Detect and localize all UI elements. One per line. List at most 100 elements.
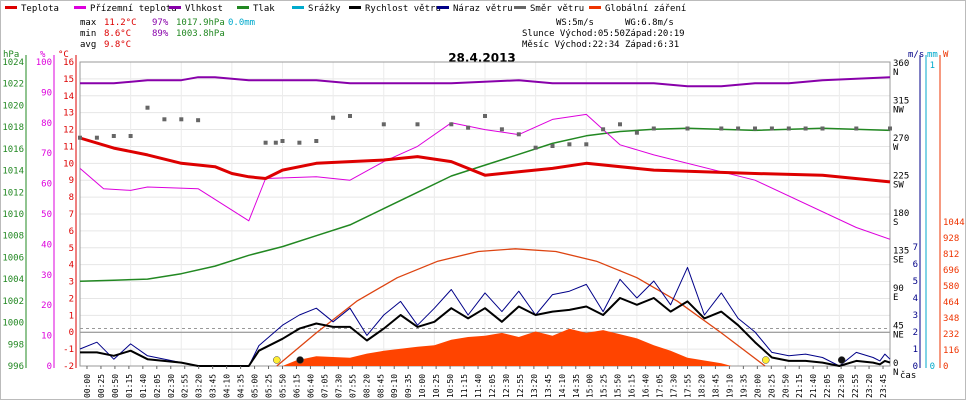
x-axis-tick-label: 19:35: [739, 374, 748, 398]
axis-dir-tick: 45: [893, 322, 904, 332]
series-smer-point: [601, 127, 606, 132]
axis-degc-tick: 16: [63, 58, 74, 68]
x-axis-tick-label: 02:05: [153, 374, 162, 398]
legend-item-pritemp: Přízemní teplota: [74, 4, 177, 14]
legend-label-pritemp: Přízemní teplota: [90, 4, 177, 14]
series-pritemp: [79, 113, 891, 240]
x-axis-tick-label: 04:35: [237, 374, 246, 398]
axis-hpa-tick: 1010: [2, 210, 24, 220]
axis-degc-tick: 1: [69, 311, 74, 321]
x-axis-tick-label: 17:55: [684, 374, 693, 398]
x-axis-tick-label: 01:15: [125, 374, 134, 398]
axis-degc-tick: 8: [69, 193, 74, 203]
axis-pct-tick: 80: [41, 119, 52, 129]
axis-dir-tick: 90: [893, 284, 904, 294]
legend-swatch-teplota: [5, 6, 17, 9]
legend: Teplota Přízemní teplota Vlhkost Tlak Srážky…: [5, 4, 686, 14]
x-axis-tick-label: 20:00: [753, 374, 762, 398]
series-smer-point: [415, 122, 420, 127]
series-smer-point: [483, 114, 487, 118]
axis-w-tick: 0: [943, 362, 948, 372]
stats-min-label: min: [80, 29, 96, 39]
plot-area: [78, 76, 892, 367]
series-smer-point: [94, 135, 99, 140]
x-axis-tick-label: 04:10: [223, 374, 232, 398]
axis-degc-tick: -2: [63, 362, 74, 372]
axis-dir-tick: 225: [893, 172, 909, 182]
x-axis-tick-label: 02:55: [181, 374, 190, 398]
stats-avg-label: avg: [80, 40, 96, 50]
series-smer-point: [111, 134, 116, 138]
axis-hpa-tick: 1012: [2, 188, 24, 198]
legend-swatch-smer: [514, 6, 526, 9]
axis-w-tick: 232: [943, 330, 959, 340]
x-axis-tick-label: 15:25: [600, 374, 609, 398]
stats-max-press: 1017.9hPa: [176, 18, 225, 28]
series-smer-point: [533, 145, 538, 150]
series-smer-point: [449, 122, 454, 127]
marker-moonrise: [837, 356, 846, 364]
series-smer-point: [297, 140, 302, 145]
stats-max-temp: 11.2°C: [104, 18, 137, 28]
series-smer-point: [128, 134, 133, 138]
axis-hpa-tick: 1024: [2, 58, 24, 68]
info-moon-set: Západ:6:31: [625, 40, 679, 50]
x-axis-tick-label: 00:25: [97, 374, 106, 398]
axis-ms-tick: 3: [913, 311, 918, 321]
axis-pct-tick: 70: [41, 149, 52, 159]
axis-degc-tick: 13: [63, 109, 74, 119]
axis-w-tick: 696: [943, 266, 959, 276]
axis-degc-tick: 6: [69, 227, 74, 237]
series-smer-point: [78, 135, 82, 140]
stats-max-rain: 0.0mm: [228, 18, 255, 28]
x-axis-tick-label: 17:30: [670, 374, 679, 398]
axis-mm-unit: mm: [927, 50, 938, 60]
axis-dir-label: SW: [893, 181, 904, 191]
axis-pct-tick: 100: [36, 58, 52, 68]
x-axis-tick-label: 03:45: [209, 374, 218, 398]
axis-hpa-tick: 1000: [2, 319, 24, 329]
x-axis-tick-label: 18:45: [711, 374, 720, 398]
info-moon: Měsíc Východ:22:34: [522, 40, 620, 50]
x-axis-tick-label: 09:35: [404, 374, 413, 398]
axis-hpa-tick: 1020: [2, 101, 24, 111]
x-axis-tick-label: 10:00: [418, 374, 427, 398]
axis-w-unit: W: [943, 50, 949, 60]
x-axis-tick-label: 12:30: [502, 374, 511, 398]
x-axis-tick-label: 11:40: [474, 374, 483, 398]
axis-dir-label: NW: [893, 106, 904, 116]
series-smer-point: [516, 132, 521, 137]
axis-dir-label: SE: [893, 256, 904, 266]
axis-dir-label: S: [893, 218, 898, 228]
legend-item-teplota: Teplota: [5, 4, 59, 14]
stats-min-temp: 8.6°C: [104, 29, 131, 39]
axis-dir-tick: 360: [893, 59, 909, 69]
series-smer-point: [820, 126, 825, 131]
info-sun-set: Západ:20:19: [625, 29, 685, 39]
x-axis-tick-label: 13:45: [544, 374, 553, 398]
series-smer-point: [466, 125, 471, 130]
x-axis-tick-label: 23:20: [865, 374, 874, 398]
x-axis-tick-label: 01:40: [139, 374, 148, 398]
marker-moonset: [296, 356, 304, 364]
x-axis-tick-label: 07:55: [348, 374, 357, 398]
axis-hpa-tick: 1006: [2, 253, 24, 263]
axis-pct-tick: 10: [41, 332, 52, 342]
stats-max-hum: 97%: [152, 18, 169, 28]
series-smer-point: [263, 140, 268, 145]
x-axis-tick-label: 12:05: [488, 374, 497, 398]
series-smer-point: [618, 122, 622, 127]
axis-dir-tick: 0: [893, 359, 898, 369]
axis-pct-tick: 50: [41, 210, 52, 220]
axes: hPa1024102210201018101610141012101010081…: [2, 50, 964, 378]
series-smer-point: [753, 126, 757, 131]
legend-item-zareni: Globální záření: [589, 4, 686, 14]
x-axis-tick-label: 18:20: [697, 374, 706, 398]
info-wg: WG:6.8m/s: [625, 18, 674, 28]
stats-avg-temp: 9.8°C: [104, 40, 131, 50]
axis-hpa-tick: 1016: [2, 145, 24, 155]
series-vlhkost: [80, 76, 891, 88]
axis-hpa-tick: 1008: [2, 232, 24, 242]
series-smer-point: [381, 122, 386, 127]
x-axis-tick-label: 21:15: [795, 374, 804, 398]
